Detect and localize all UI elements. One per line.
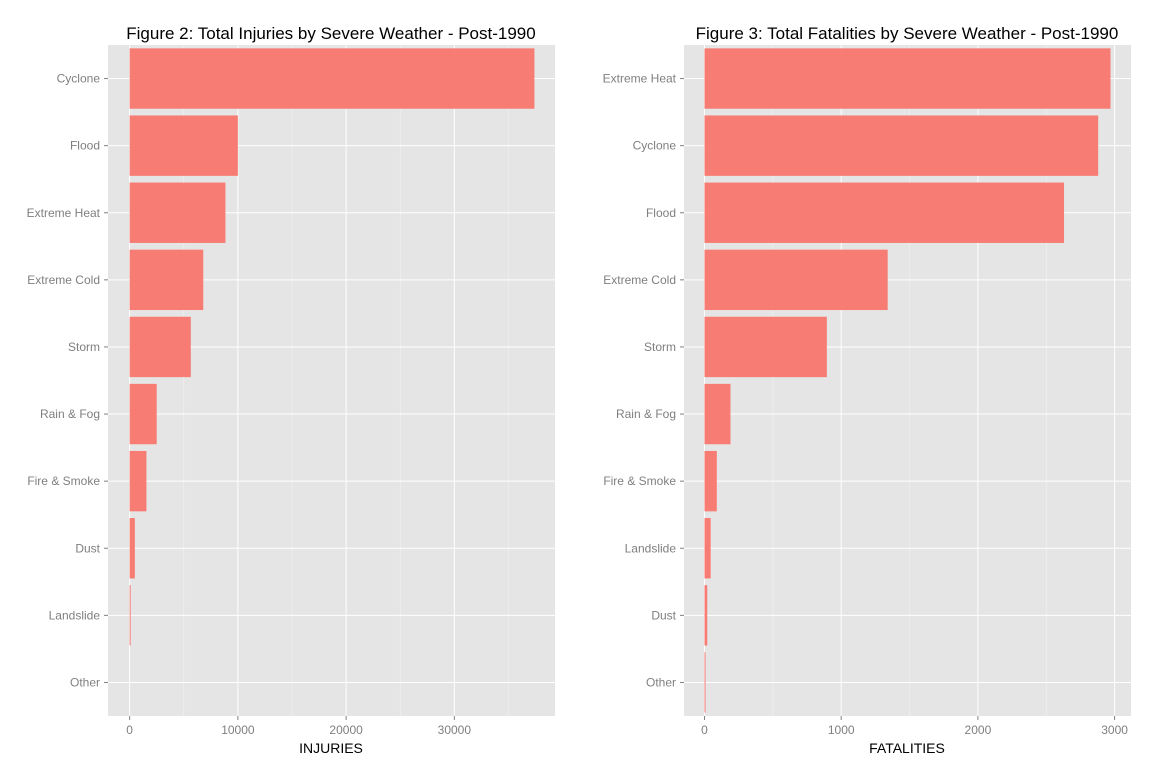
fatalities-bar <box>704 249 888 311</box>
injuries-bar <box>129 316 191 378</box>
fatalities-y-axis: Extreme Heat Cyclone Flood Extreme Cold Stor… <box>603 72 684 689</box>
injuries-x-tick-label: 30000 <box>438 723 472 737</box>
fatalities-bar <box>704 652 706 713</box>
fatalities-y-tick-label: Dust <box>651 608 676 622</box>
fatalities-y-tick-label: Flood <box>646 206 676 220</box>
injuries-y-tick-label: Dust <box>75 541 100 555</box>
fatalities-bar <box>704 316 827 378</box>
injuries-y-tick-label: Other <box>70 675 100 689</box>
injuries-bar <box>129 115 238 176</box>
injuries-y-axis: Cyclone Flood Extreme Heat Extreme Cold Stor… <box>27 72 108 689</box>
injuries-chart-title: Figure 2: Total Injuries by Severe Weath… <box>126 24 535 43</box>
fatalities-bar <box>704 115 1099 176</box>
fatalities-chart-title: Figure 3: Total Fatalities by Severe Wea… <box>696 24 1119 43</box>
fatalities-x-tick-label: 1000 <box>828 723 855 737</box>
injuries-x-axis: 0 10000 20000 30000 <box>126 716 471 737</box>
fatalities-x-tick-label: 3000 <box>1101 723 1128 737</box>
fatalities-x-tick-label: 2000 <box>965 723 992 737</box>
fatalities-bar <box>704 518 711 579</box>
fatalities-y-tick-label: Rain & Fog <box>616 407 676 421</box>
injuries-x-tick-label: 0 <box>126 723 133 737</box>
injuries-bar <box>129 450 147 512</box>
injuries-bar <box>129 585 131 646</box>
injuries-y-tick-label: Cyclone <box>57 72 101 86</box>
fatalities-y-tick-label: Landslide <box>625 541 677 555</box>
injuries-bar <box>129 518 135 579</box>
fatalities-y-tick-label: Fire & Smoke <box>603 474 676 488</box>
injuries-y-tick-label: Flood <box>70 139 100 153</box>
fatalities-y-tick-label: Other <box>646 675 676 689</box>
injuries-bar <box>129 383 157 445</box>
injuries-bars <box>129 48 535 646</box>
fatalities-y-tick-label: Extreme Cold <box>603 273 676 287</box>
fatalities-bar <box>704 383 731 445</box>
injuries-x-tick-label: 20000 <box>329 723 363 737</box>
fatalities-x-tick-label: 0 <box>701 723 708 737</box>
injuries-y-tick-label: Extreme Cold <box>27 273 100 287</box>
fatalities-y-tick-label: Storm <box>644 340 676 354</box>
injuries-y-tick-label: Landslide <box>49 608 101 622</box>
injuries-bar <box>129 48 535 109</box>
injuries-y-tick-label: Fire & Smoke <box>27 474 100 488</box>
injuries-x-tick-label: 10000 <box>221 723 255 737</box>
fatalities-bar <box>704 48 1111 109</box>
fatalities-y-tick-label: Cyclone <box>633 139 677 153</box>
fatalities-bar <box>704 182 1065 243</box>
fatalities-x-axis-label: FATALITIES <box>869 740 945 756</box>
injuries-y-tick-label: Rain & Fog <box>40 407 100 421</box>
fatalities-bars <box>704 48 1111 713</box>
injuries-chart: Figure 2: Total Injuries by Severe Weath… <box>27 24 555 756</box>
injuries-y-tick-label: Extreme Heat <box>27 206 101 220</box>
fatalities-bar <box>704 450 717 512</box>
fatalities-chart: Figure 3: Total Fatalities by Severe Wea… <box>603 24 1131 756</box>
injuries-bar <box>129 249 204 311</box>
fatalities-x-axis: 0 1000 2000 3000 <box>701 716 1128 737</box>
injuries-y-tick-label: Storm <box>68 340 100 354</box>
fatalities-bar <box>704 585 708 646</box>
fatalities-y-tick-label: Extreme Heat <box>603 72 677 86</box>
injuries-bar <box>129 182 226 243</box>
injuries-x-axis-label: INJURIES <box>299 740 363 756</box>
